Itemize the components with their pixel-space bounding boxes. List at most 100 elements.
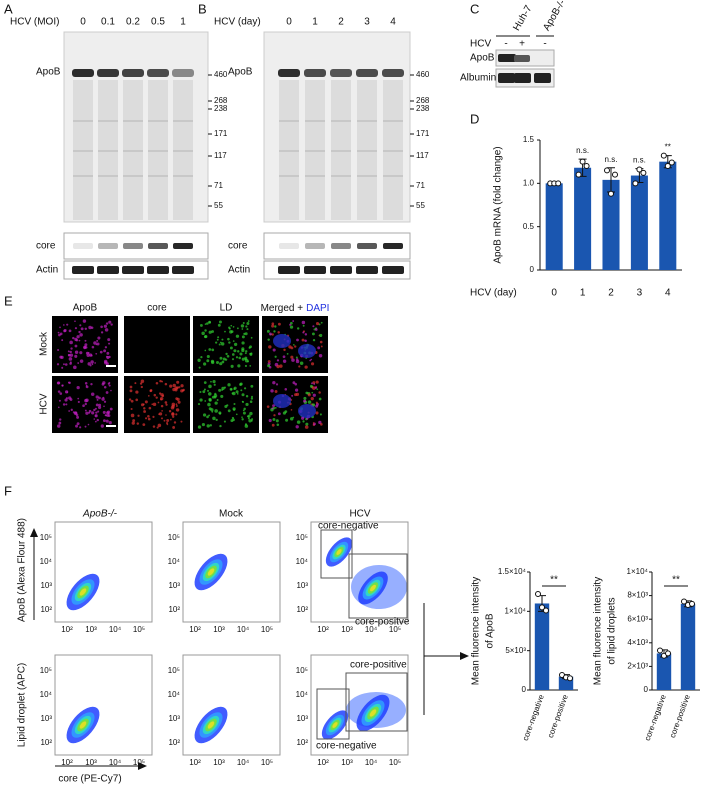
signal-speck [231,353,235,356]
signal-speck [108,320,112,324]
flow-x-tick: 10⁵ [133,758,145,767]
apob-band [330,69,352,77]
flow-x-tick: 10³ [213,758,225,767]
signal-speck [79,351,83,355]
signal-speck [137,414,140,417]
faint-band [123,120,143,122]
y-axis-label: ApoB mRNA (fold change) [493,146,504,263]
marker-label: 460 [214,70,228,79]
flow-y-tick: 10⁴ [168,690,181,699]
signal-speck [108,384,111,387]
flow-x-tick: 10⁴ [237,758,250,767]
signal-speck [105,391,109,394]
signal-speck [296,327,300,330]
signal-speck [84,382,88,385]
signal-speck [180,384,184,388]
signal-speck [244,352,247,355]
signal-speck [171,415,175,419]
signal-speck [147,395,150,397]
faint-band [305,150,325,152]
treatment: - [543,39,546,50]
signal-speck [128,398,132,401]
signal-speck [318,354,323,358]
signal-speck [230,388,233,391]
signal-speck [104,346,108,349]
signal-speck [302,324,305,327]
signal-speck [142,403,145,406]
signal-speck [212,379,216,384]
signal-speck [283,348,286,352]
panel-label: C [470,1,479,16]
lane-label: 0.5 [151,17,165,28]
signal-speck [210,380,212,383]
data-point [632,180,639,187]
signal-speck [233,402,236,406]
signal-speck [143,410,147,413]
signal-speck [136,422,140,425]
signal-speck [175,413,178,416]
signal-speck [216,360,220,364]
flow-y-tick: 10⁵ [168,666,180,675]
faint-band [357,150,377,152]
signal-speck [83,346,87,350]
signal-speck [231,392,234,395]
signal-speck [166,423,169,426]
signal-speck [239,382,243,386]
signal-speck [90,383,93,386]
lane-label: 0.2 [126,17,140,28]
signal-speck [69,350,72,354]
band-label: core [36,241,56,252]
cell-line: ApoB-/- [541,0,567,33]
signal-speck [182,388,185,392]
signal-speck [292,381,296,385]
signal-speck [135,398,139,402]
signal-speck [320,345,323,348]
marker-label: 117 [214,151,227,160]
density [79,721,87,729]
faint-band [73,120,93,122]
condition-label: Mock [39,331,50,356]
bar [602,179,620,270]
signal-speck [63,363,65,366]
signal-speck [251,395,253,398]
band-label: ApoB [228,67,253,78]
signal-speck [91,363,94,366]
gate-label: core-positive [350,660,407,671]
signal-speck [241,418,244,421]
signal-speck [96,398,99,401]
nucleus [273,394,291,408]
faint-band [173,150,193,152]
signal-speck [176,386,179,389]
signal-speck [79,359,84,363]
density [207,721,215,729]
signal-speck [199,323,203,327]
data-point [612,171,618,178]
signal-speck [220,342,225,346]
signal-speck [233,386,237,390]
annotation: n.s. [576,146,589,155]
signal-speck [156,426,159,429]
actin-band [330,266,352,274]
signal-speck [279,364,283,368]
flow-x-tick: 10² [61,625,73,634]
signal-speck [238,356,242,360]
x-tick-label: core-negative [643,693,668,742]
signal-speck [289,323,292,326]
signal-speck [108,381,111,384]
signal-speck [150,389,153,392]
signal-speck [250,336,253,339]
signal-speck [248,346,251,349]
flow-x-tick: 10³ [341,625,353,634]
signal-speck [57,406,60,409]
signal-speck [78,330,81,334]
core-band [173,243,193,249]
y-tick-label: 1.5×10⁴ [498,567,527,576]
signal-speck [177,400,181,404]
signal-speck [98,403,102,407]
signal-speck [307,393,311,397]
flow-x-tick: 10³ [213,625,225,634]
signal-speck [241,400,244,403]
x-tick-label: 1 [580,288,586,299]
signal-speck [94,414,98,418]
signal-speck [93,418,96,420]
